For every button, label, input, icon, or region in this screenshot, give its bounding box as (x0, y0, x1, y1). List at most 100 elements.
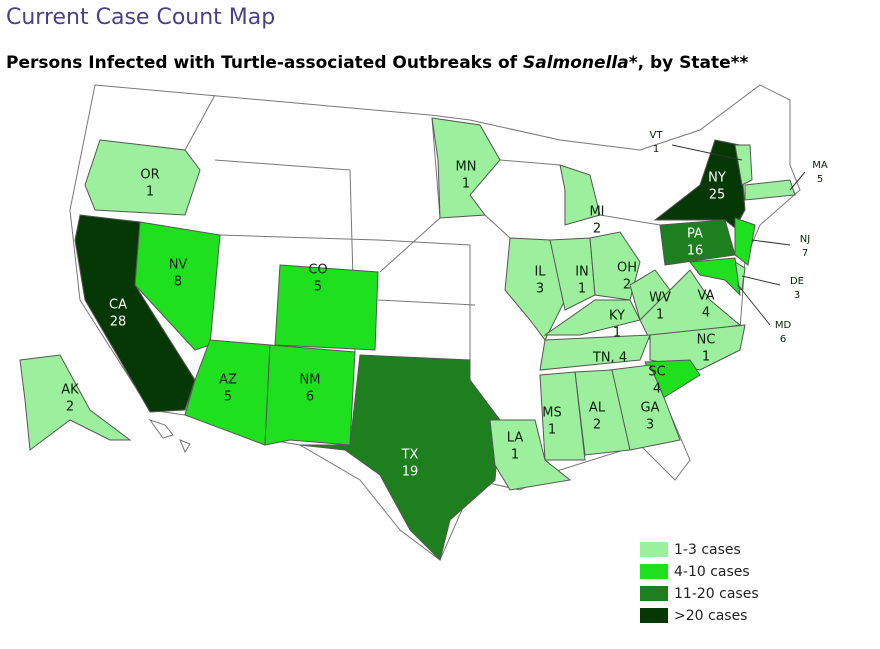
state-name: MS (542, 406, 561, 421)
state-labels: OR 1 CA 28 NV 8 AZ 5 NM 6 CO 5 TX 19 AK 2 MN 1 MI 2 IL 3 IN 1 OH… (61, 130, 828, 480)
legend-label: >20 cases (674, 608, 747, 624)
case-count: 28 (110, 315, 127, 330)
state-shape (744, 179, 796, 201)
case-count: 8 (174, 275, 182, 290)
state-shape (84, 139, 201, 216)
page-title: Current Case Count Map (6, 5, 275, 30)
case-count: 1 (146, 185, 154, 200)
case-count: 3 (536, 282, 544, 297)
state-name: NY (708, 171, 726, 186)
state-name: LA (507, 431, 524, 446)
state-shape (543, 299, 641, 336)
case-count: 16 (687, 244, 704, 259)
case-count: 4 (653, 382, 661, 397)
state-shape (299, 354, 501, 561)
case-count: 5 (817, 174, 823, 185)
state-name: OH (617, 261, 637, 276)
subtitle-text: Persons Infected with Turtle-associated … (6, 53, 523, 73)
case-count: 5 (314, 280, 322, 295)
state-shape (134, 221, 221, 351)
state-shape (264, 344, 356, 446)
state-name: PA (687, 227, 703, 242)
state-shape (589, 231, 641, 301)
case-count: 1 (511, 448, 519, 463)
state-name: NJ (800, 234, 810, 245)
state-label: TN, 4 (592, 351, 627, 366)
state-shape (539, 334, 651, 371)
case-count: 1 (653, 144, 659, 155)
case-count: 1 (462, 177, 470, 192)
states (19, 117, 796, 561)
state-name: NV (169, 258, 188, 273)
case-count: 6 (306, 390, 314, 405)
case-count: 2 (593, 222, 601, 237)
callout-line (671, 144, 743, 161)
state-name: VT (650, 130, 664, 141)
state-shape (274, 264, 379, 351)
state-name: OR (140, 168, 159, 183)
case-count: 19 (402, 465, 419, 480)
state-shape (734, 144, 753, 186)
state-name: GA (641, 401, 660, 416)
state-shape (559, 164, 601, 226)
callout-line (737, 284, 771, 326)
state-shape (539, 371, 586, 461)
state-shape (431, 117, 501, 219)
case-count: 3 (794, 290, 800, 301)
state-name: AL (589, 401, 606, 416)
case-count: 6 (780, 334, 786, 345)
state-name: NM (300, 373, 321, 388)
legend-swatch (640, 608, 668, 623)
case-count: 1 (656, 308, 664, 323)
state-shape (689, 257, 741, 297)
case-count: 7 (802, 248, 808, 259)
state-name: TX (401, 448, 419, 463)
case-count: 25 (709, 188, 726, 203)
legend-label: 11-20 cases (674, 586, 759, 602)
state-shape (489, 419, 572, 491)
state-name: MI (589, 205, 604, 220)
state-name: CA (109, 298, 127, 313)
state-shape (184, 339, 271, 446)
legend-label: 1-3 cases (674, 542, 741, 558)
case-count: 2 (623, 278, 631, 293)
state-name: KY (609, 309, 625, 324)
callout-line (751, 239, 791, 246)
subtitle-text: *, by State** (629, 53, 749, 73)
legend: 1-3 cases 4-10 cases 11-20 cases >20 cases (640, 542, 759, 624)
state-name: MA (812, 160, 828, 171)
state-name: AK (61, 383, 79, 398)
state-name: IN (575, 265, 589, 280)
map-subtitle: Persons Infected with Turtle-associated … (6, 53, 749, 73)
state-name: MN (456, 160, 477, 175)
state-name: VA (698, 289, 715, 304)
state-name: IL (534, 265, 546, 280)
legend-swatch (640, 586, 668, 601)
case-count: 3 (646, 418, 654, 433)
callout-line (741, 275, 781, 286)
state-name: AZ (219, 373, 237, 388)
state-name: WV (649, 291, 671, 306)
legend-swatch (640, 542, 668, 557)
state-shape (19, 354, 132, 451)
case-count: 4 (702, 306, 710, 321)
legend-swatch (640, 564, 668, 579)
case-count: 2 (593, 418, 601, 433)
case-count: 2 (66, 400, 74, 415)
callout-line (789, 171, 806, 191)
state-name: DE (790, 276, 804, 287)
case-count: 1 (578, 282, 586, 297)
case-count: 1 (548, 423, 556, 438)
state-name: SC (648, 365, 665, 380)
state-shape (649, 324, 746, 371)
legend-label: 4-10 cases (674, 564, 750, 580)
case-count: 5 (224, 390, 232, 405)
state-shape (734, 217, 756, 266)
case-count: 1 (613, 326, 621, 341)
state-name: NC (697, 333, 716, 348)
subtitle-italic: Salmonella (523, 53, 629, 73)
case-count: 1 (702, 350, 710, 365)
state-name: MD (775, 320, 792, 331)
state-name: CO (308, 263, 327, 278)
